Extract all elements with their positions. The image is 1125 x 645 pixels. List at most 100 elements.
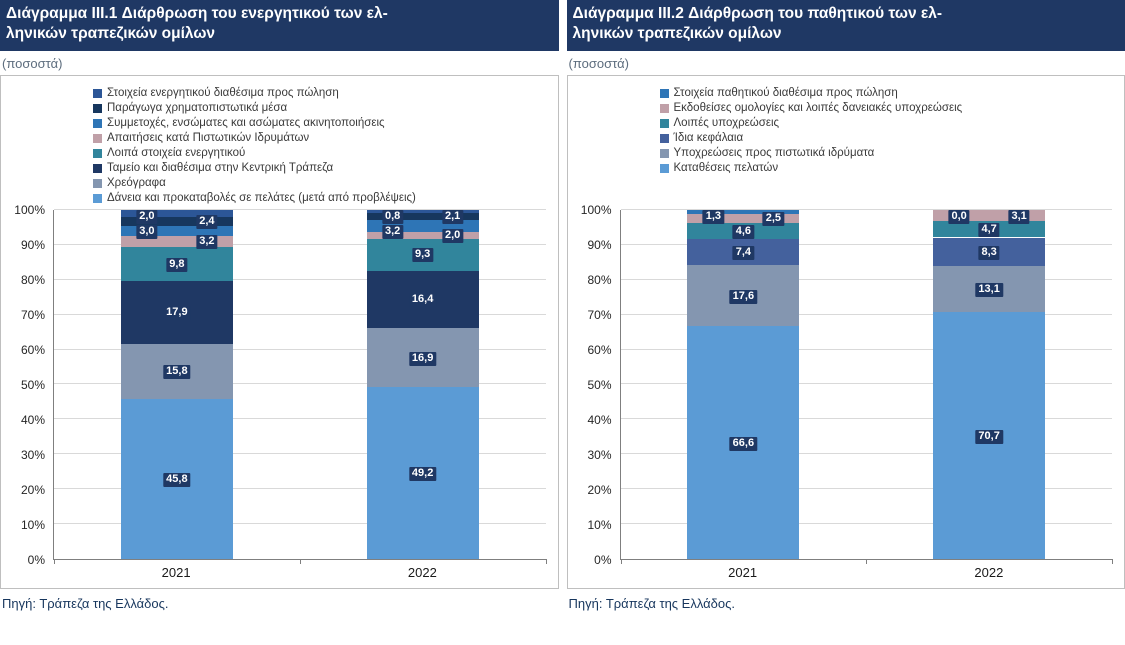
gridline: [620, 523, 1112, 525]
bar-value-label: 45,8: [163, 473, 191, 488]
legend-swatch: [93, 178, 102, 188]
chart-subtitle: (ποσοστά): [2, 55, 63, 71]
legend-swatch: [659, 163, 669, 173]
gridline: [54, 488, 546, 490]
chart-title-bar: Διάγραμμα III.2 Διάρθρωση του παθητικού …: [566, 0, 1125, 51]
gridline: [54, 243, 546, 245]
stacked-bar: [687, 209, 800, 559]
gridline: [620, 418, 1112, 420]
bar-value-label: 17,9: [163, 306, 191, 321]
gridline: [620, 208, 1112, 210]
bar-segment: [120, 210, 233, 218]
gridline: [620, 383, 1112, 385]
legend-label: Εκδοθείσες ομολογίες και λοιπές δανειακέ…: [673, 102, 963, 115]
bar-segment: [687, 209, 800, 215]
legend-swatch: [659, 118, 669, 128]
chart-subtitle: (ποσοστά): [568, 55, 629, 71]
gridline: [620, 453, 1112, 455]
bar-value-label: 2,0: [441, 228, 464, 243]
y-tick-label: 100%: [580, 202, 612, 217]
legend-item: Στοιχεία παθητικού διαθέσιμα προς πώληση: [659, 86, 1113, 101]
bar-slot: 0,0 3,1 4,7 8,3 13,1 70,7: [866, 209, 1112, 559]
gridline: [54, 348, 546, 350]
gridline: [620, 243, 1112, 245]
bar-value-label: 1,3: [702, 209, 725, 224]
legend: Στοιχεία ενεργητικού διαθέσιμα προς πώλη…: [7, 84, 546, 210]
bar-segment: [120, 217, 233, 226]
bar-value-label: 8,3: [978, 245, 1000, 260]
bar-slot: 0,8 2,1 3,2 2,0 9,3 16,4 16,9 49,2: [300, 209, 546, 559]
x-axis-tick: [545, 558, 547, 564]
y-tick-label: 20%: [20, 482, 45, 497]
bar-value-label: 2,5: [762, 212, 785, 227]
bar-value-label: 3,2: [381, 224, 404, 239]
bar-segment: [366, 210, 479, 214]
chart-title-line: ληνικών τραπεζικών ομίλων: [572, 25, 782, 43]
chart-title-line: Διάγραμμα III.1 Διάρθρωση του ενεργητικο…: [6, 5, 388, 22]
bar-value-label: 16,9: [408, 351, 437, 366]
y-tick-label: 80%: [587, 272, 612, 287]
y-tick-label: 20%: [587, 482, 612, 497]
bar-value-label: 7,4: [732, 245, 755, 260]
x-axis-tick: [866, 558, 868, 564]
legend-item: Εκδοθείσες ομολογίες και λοιπές δανειακέ…: [659, 101, 1113, 116]
bar-value-label: 16,4: [408, 293, 437, 308]
bar-segment: [366, 231, 479, 239]
bar-value-label: 0,8: [381, 209, 404, 224]
legend-label: Απαιτήσεις κατά Πιστωτικών Ιδρυμάτων: [107, 132, 310, 145]
bar-segment: [366, 220, 479, 232]
bar-segment: [366, 213, 479, 221]
y-axis: 0% 10% 20% 30% 40% 50% 60% 70% 80% 90% 100%: [7, 203, 53, 567]
legend-swatch: [93, 148, 102, 158]
plot-area: 2,0 2,4 3,0 3,2 9,8 17,9 15,8 45,8 0,8 2,1 3,2 2,0 9…: [53, 208, 547, 564]
legend-swatch: [659, 103, 669, 113]
chart-title-line: ληνικών τραπεζικών ομίλων: [6, 25, 216, 43]
y-tick-label: 60%: [587, 342, 612, 357]
bar-segment: [120, 236, 233, 248]
y-tick-label: 40%: [587, 412, 612, 427]
gridline: [54, 523, 546, 525]
legend-item: Στοιχεία ενεργητικού διαθέσιμα προς πώλη…: [93, 86, 546, 101]
legend-label: Υποχρεώσεις προς πιστωτικά ιδρύματα: [673, 147, 875, 160]
bar-value-label: 2,0: [136, 209, 158, 224]
legend-item: Συμμετοχές, ενσώματες και ασώματες ακινη…: [93, 116, 546, 131]
legend-swatch: [93, 193, 102, 203]
chart-panel-liabilities: Διάγραμμα III.2 Διάρθρωση του παθητικού …: [566, 0, 1125, 617]
legend-label: Λοιπές υποχρεώσεις: [673, 117, 780, 130]
gridline: [620, 488, 1112, 490]
legend-item: Ταμείο και διαθέσιμα στην Κεντρική Τράπε…: [93, 161, 546, 176]
y-tick-label: 60%: [20, 342, 45, 357]
bar-segment: [120, 225, 233, 237]
legend-swatch: [93, 118, 102, 128]
legend-swatch: [93, 103, 102, 113]
y-tick-label: 30%: [587, 447, 612, 462]
page: Διάγραμμα III.1 Διάρθρωση του ενεργητικο…: [0, 0, 1125, 617]
bar-segment: [687, 214, 800, 224]
chart-frame: Στοιχεία ενεργητικού διαθέσιμα προς πώλη…: [0, 74, 559, 589]
bar-value-label: 0,0: [948, 209, 970, 224]
source-note: Πηγή: Τράπεζα της Ελλάδος.: [2, 595, 169, 611]
bar-value-label: 9,8: [166, 258, 188, 272]
legend-label: Χρεόγραφα: [107, 177, 166, 190]
x-category-label: 2021: [161, 564, 191, 580]
gridline: [54, 208, 546, 210]
bar-value-label: 49,2: [408, 467, 437, 482]
chart-panel-assets: Διάγραμμα III.1 Διάρθρωση του ενεργητικο…: [0, 0, 559, 617]
gridline: [54, 453, 546, 455]
source-note: Πηγή: Τράπεζα της Ελλάδος.: [568, 595, 736, 611]
y-tick-label: 0%: [27, 552, 45, 567]
legend-label: Παράγωγα χρηματοπιστωτικά μέσα: [107, 102, 288, 115]
legend-item: Δάνεια και προκαταβολές σε πελάτες (μετά…: [93, 191, 546, 206]
legend-item: Λοιπά στοιχεία ενεργητικού: [93, 146, 546, 161]
legend-label: Ίδια κεφάλαια: [673, 132, 744, 145]
bar-value-label: 13,1: [975, 283, 1003, 298]
x-category-label: 2022: [407, 564, 437, 580]
y-tick-label: 40%: [20, 412, 45, 427]
y-tick-label: 0%: [594, 552, 612, 567]
plot-row: 0% 10% 20% 30% 40% 50% 60% 70% 80% 90% 100% 2,0 2,4…: [7, 203, 547, 567]
bar-value-label: 70,7: [975, 429, 1003, 444]
gridline: [54, 418, 546, 420]
x-axis-tick: [1112, 558, 1113, 564]
bar-value-label: 9,3: [411, 248, 434, 263]
y-tick-label: 90%: [587, 237, 612, 252]
